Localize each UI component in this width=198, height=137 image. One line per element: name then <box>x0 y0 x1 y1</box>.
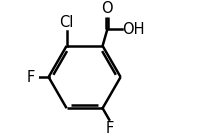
Text: O: O <box>102 1 113 16</box>
Text: Cl: Cl <box>59 15 74 30</box>
Text: F: F <box>26 70 34 85</box>
Text: OH: OH <box>122 22 145 37</box>
Text: F: F <box>106 121 114 136</box>
